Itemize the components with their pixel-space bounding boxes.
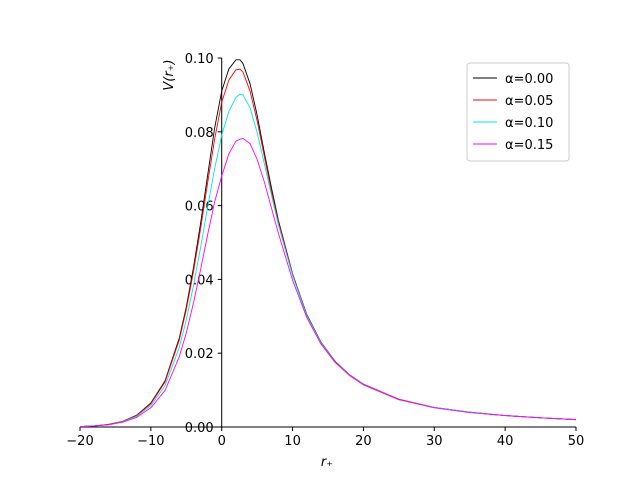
y-tick-label: 0.08 (185, 126, 214, 141)
x-tick-label: 30 (426, 434, 443, 449)
x-tick-label: 40 (497, 434, 514, 449)
series-line-3 (79, 137, 577, 428)
y-tick-label: 0.02 (185, 347, 214, 362)
x-tick-label: 20 (355, 434, 372, 449)
y-tick-label: 0.10 (185, 52, 214, 67)
legend-label: α=0.15 (505, 138, 553, 153)
y-axis-label: V(r₊) (162, 59, 177, 90)
x-axis-label: r₊ (321, 455, 333, 470)
x-tick-label: 0 (218, 434, 226, 449)
legend-box (466, 62, 570, 162)
series-layer (79, 59, 577, 428)
legend: α=0.00 α=0.05 α=0.10 α=0.15 (466, 62, 570, 162)
legend-label: α=0.10 (505, 116, 553, 131)
x-tick-label: −20 (66, 434, 93, 449)
y-tick-label: 0.00 (185, 421, 214, 436)
y-tick-label: 0.06 (185, 200, 214, 215)
x-tick-label: 50 (568, 434, 585, 449)
legend-label: α=0.05 (505, 94, 553, 109)
x-tick-label: −10 (137, 434, 164, 449)
legend-label: α=0.00 (505, 72, 553, 87)
x-tick-label: 10 (284, 434, 301, 449)
